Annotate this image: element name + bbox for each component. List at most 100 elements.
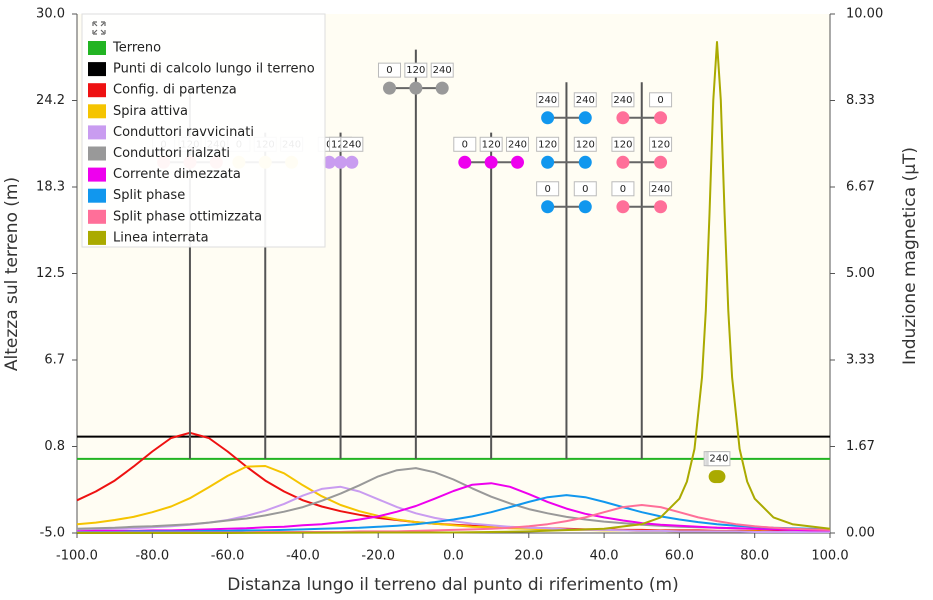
phase-label: 120 [651, 139, 670, 150]
phase-label-box [573, 136, 597, 152]
conductor [654, 200, 668, 214]
phase-label-group: 120 [573, 136, 597, 152]
phase-label-box [377, 62, 401, 78]
legend-label: Split phase ottimizzata [113, 209, 262, 224]
conductor [616, 200, 630, 214]
conductor [654, 155, 668, 169]
conductor [578, 155, 592, 169]
conductor [541, 200, 555, 214]
conductor [616, 155, 630, 169]
phase-label-group: 0 [611, 181, 635, 197]
legend-swatch [88, 83, 106, 98]
legend-swatch [88, 188, 106, 203]
legend-label: Terreno [112, 41, 161, 56]
y-tick-label: 0.8 [44, 439, 65, 454]
phase-label-group: 240 [611, 92, 635, 108]
phase-label-group: 0 [649, 92, 673, 108]
phase-label-group: 240 [340, 136, 364, 152]
field-curve [77, 494, 831, 533]
legend-swatch [88, 62, 106, 77]
x-tick-label: -100.0 [56, 549, 98, 564]
field-curve [77, 41, 831, 534]
conductor [435, 81, 449, 95]
y2-tick-label: 0.00 [846, 526, 875, 541]
phase-label-box [611, 136, 635, 152]
phase-label-box [707, 451, 731, 467]
phase-label-box [649, 92, 673, 108]
phase-label-box [453, 136, 477, 152]
conductor [382, 81, 396, 95]
conductor [511, 155, 525, 169]
phase-label-box [573, 181, 597, 197]
y2-tick-label: 5.00 [846, 266, 875, 281]
x-tick-label: 80.0 [740, 549, 769, 564]
legend-label: Split phase [113, 188, 185, 203]
legend-swatch [88, 104, 106, 119]
expand-icon[interactable] [92, 21, 106, 35]
x-tick-label: 60.0 [665, 549, 694, 564]
phase-label-group: 120 [479, 136, 503, 152]
x-tick-label: -20.0 [361, 549, 395, 564]
conductor [578, 111, 592, 125]
legend-label: Conduttori rialzati [113, 146, 230, 161]
y-tick-label: 24.2 [36, 93, 65, 108]
phase-label-group: 120 [536, 136, 560, 152]
legend-label: Punti di calcolo lungo il terreno [113, 62, 315, 77]
y2-tick-label: 10.00 [846, 7, 883, 22]
legend-swatch [88, 146, 106, 161]
y-tick-label: 12.5 [36, 266, 65, 281]
x-tick-label: 0.0 [443, 549, 464, 564]
phase-label: 0 [620, 184, 626, 195]
phase-label-box [404, 62, 428, 78]
legend-swatch [88, 167, 106, 182]
phase-label-group: 120 [611, 136, 635, 152]
conductor [578, 200, 592, 214]
phase-label: 0 [462, 139, 468, 150]
phase-label: 0 [386, 65, 392, 76]
phase-label-group: 0 [573, 181, 597, 197]
phase-label: 240 [342, 139, 361, 150]
y2-tick-label: 6.67 [846, 179, 875, 194]
phase-label: 240 [709, 454, 728, 465]
phase-label-group: 0 [453, 136, 477, 152]
legend-swatch [88, 209, 106, 224]
phase-label-box [430, 62, 454, 78]
y2-axis-title: Induzione magnetica (µT) [900, 147, 920, 365]
legend-box [81, 13, 326, 248]
phase-label-box [536, 92, 560, 108]
phase-label-box [340, 136, 364, 152]
legend-label: Conduttori ravvicinati [113, 125, 254, 140]
phase-label-box [536, 136, 560, 152]
y-tick-label: 18.3 [36, 180, 65, 195]
phase-label: 120 [613, 139, 632, 150]
phase-label: 120 [482, 139, 501, 150]
phase-label-group: 240 [430, 62, 454, 78]
phase-label: 120 [538, 139, 557, 150]
phase-label-box [536, 181, 560, 197]
phase-label-group: 120 [649, 136, 673, 152]
phase-label: 240 [538, 95, 557, 106]
phase-label-group: 240 [573, 92, 597, 108]
y-tick-label: 6.7 [44, 352, 65, 367]
phase-label-box [649, 136, 673, 152]
phase-label: 240 [508, 139, 527, 150]
conductor [322, 155, 336, 169]
y2-tick-label: 8.33 [846, 93, 875, 108]
conductor [458, 155, 472, 169]
phase-label: 120 [406, 65, 425, 76]
conductor [712, 470, 726, 484]
x-tick-label: 20.0 [514, 549, 543, 564]
phase-label-box [573, 92, 597, 108]
phase-label: 240 [433, 65, 452, 76]
y2-tick-label: 1.67 [846, 439, 875, 454]
conductor [541, 155, 555, 169]
phase-label: 120 [576, 139, 595, 150]
x-tick-label: -60.0 [211, 549, 245, 564]
conductor [541, 111, 555, 125]
conductor [334, 155, 348, 169]
legend-label: Corrente dimezzata [113, 167, 241, 182]
y-tick-label: -5.0 [40, 526, 65, 541]
phase-label-box [649, 181, 673, 197]
phase-label: 0 [544, 184, 550, 195]
